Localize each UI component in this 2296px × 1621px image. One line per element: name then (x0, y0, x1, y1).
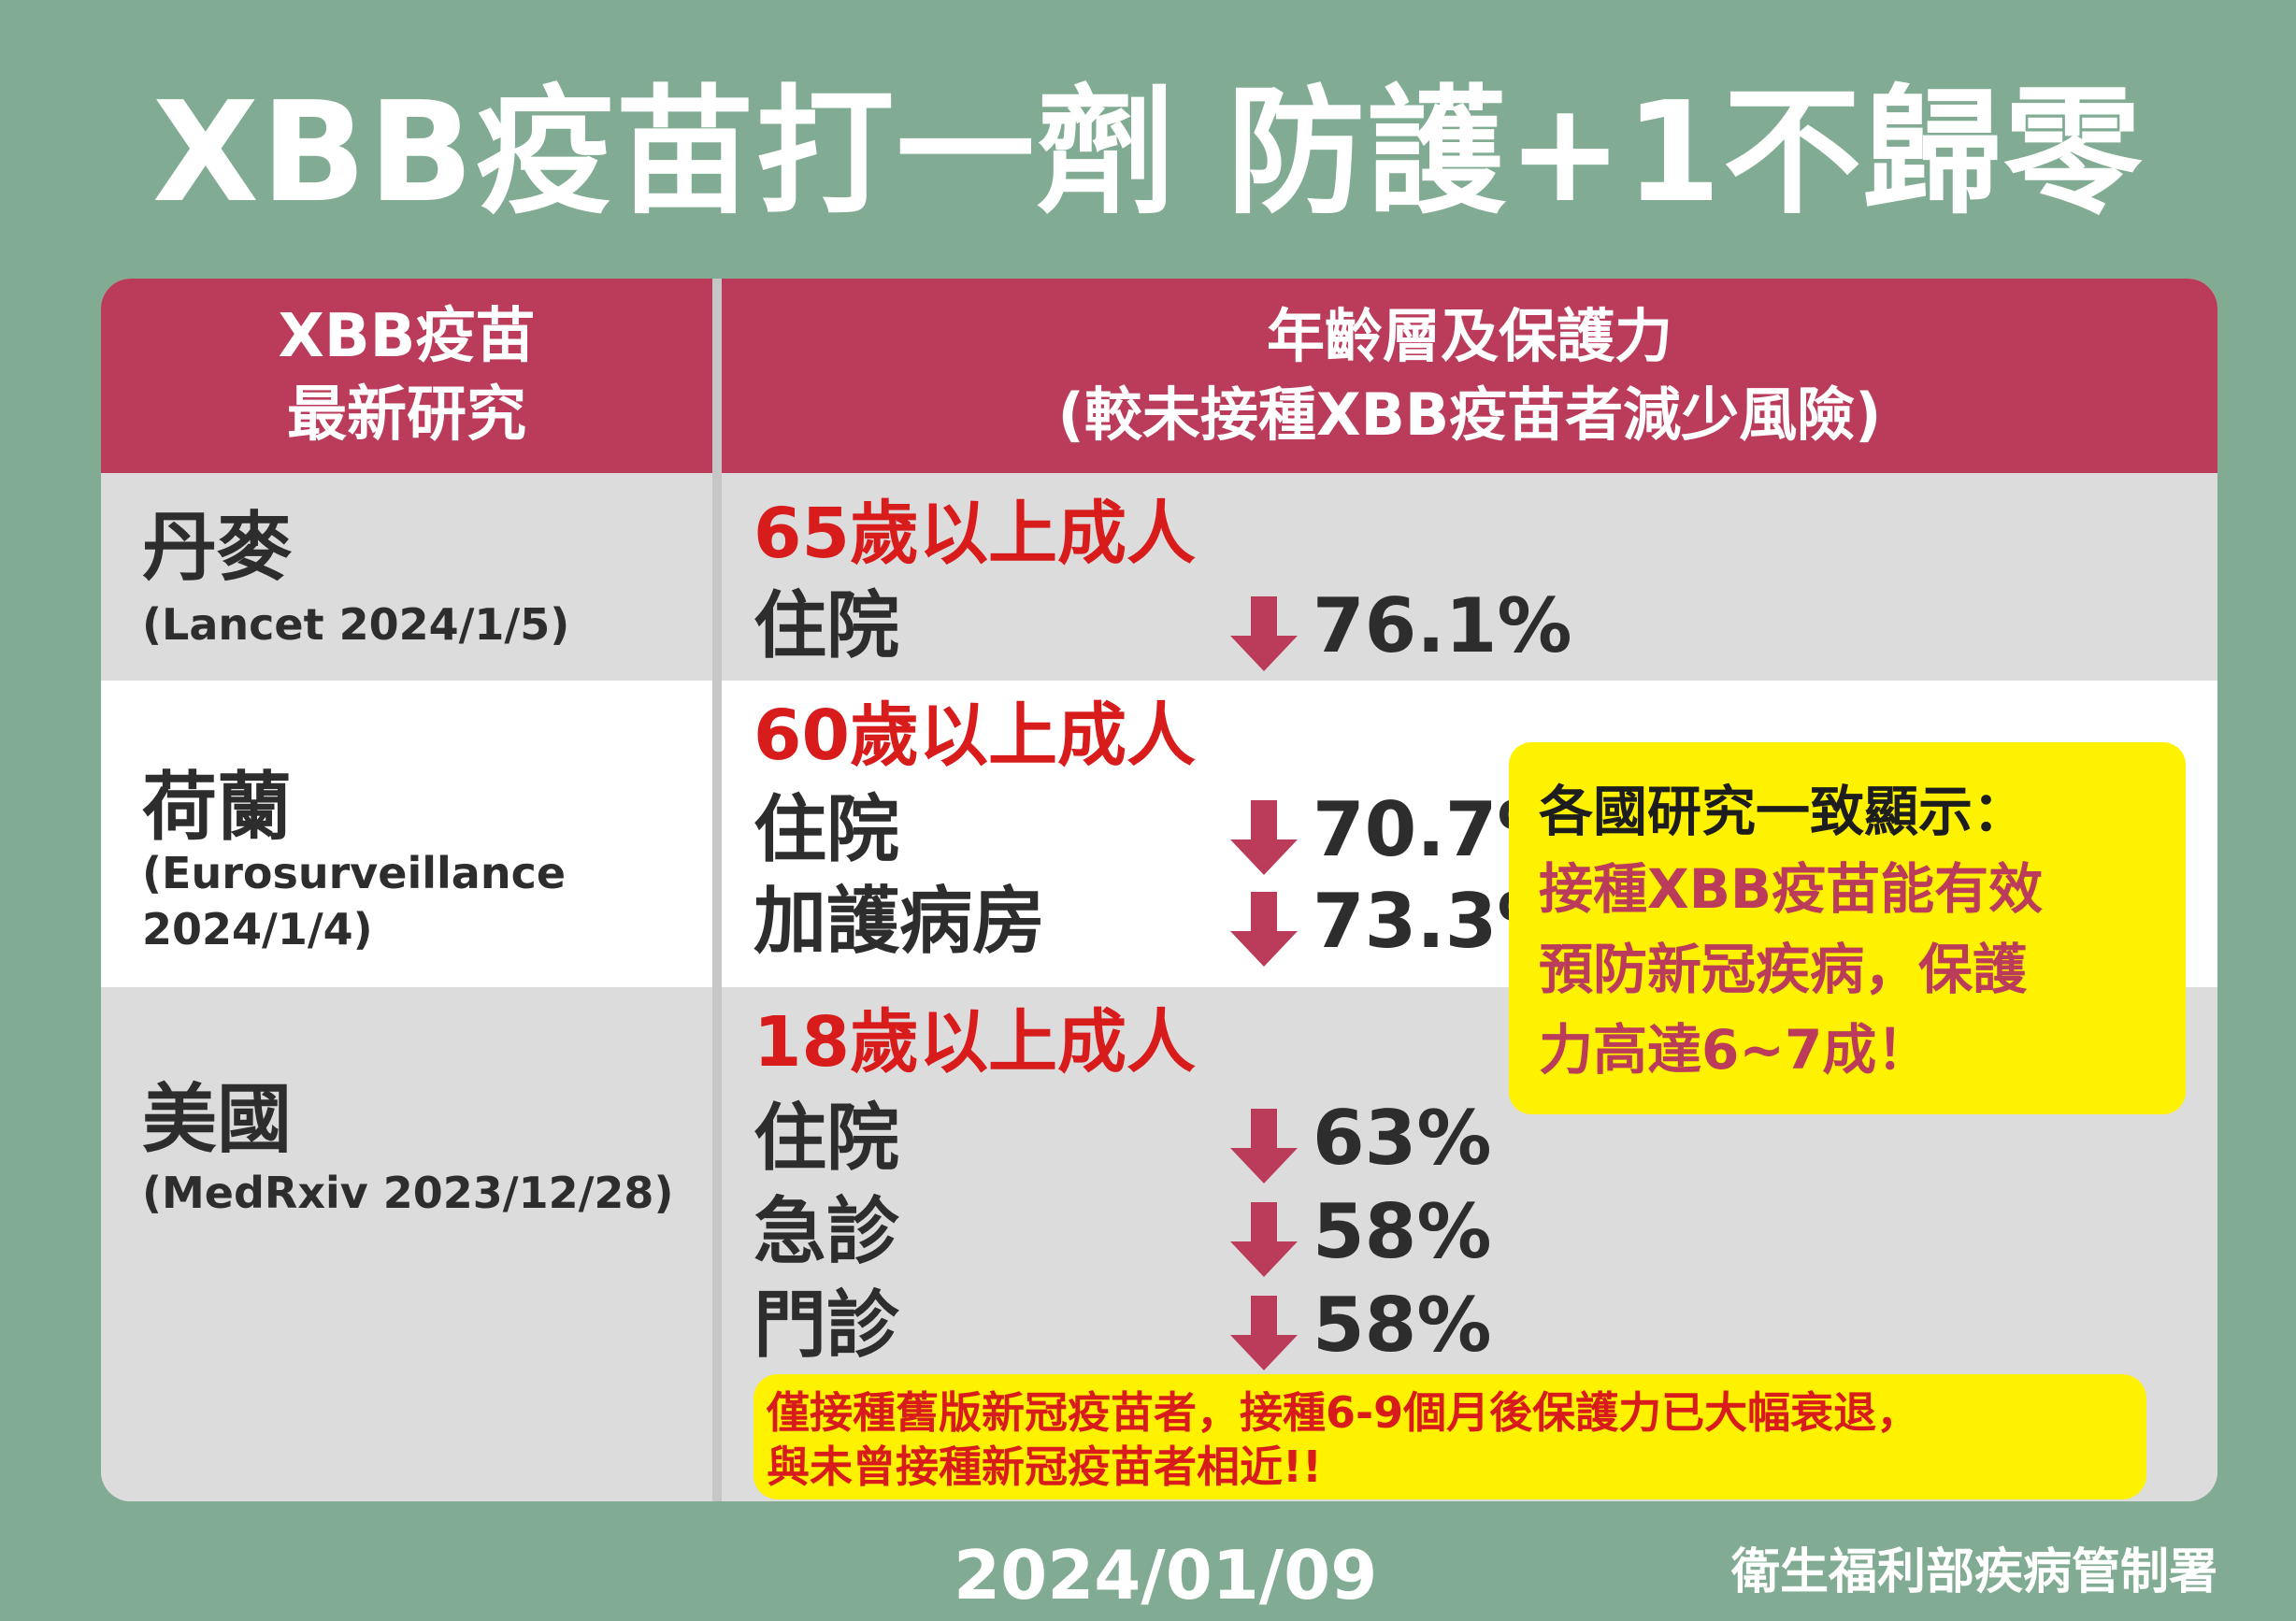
down-arrow-icon (1230, 892, 1298, 967)
study-source: (MedRxiv 2023/12/28) (142, 1168, 674, 1218)
metric-label: 住院 (753, 584, 900, 668)
metric-value: 76.1% (1313, 582, 1572, 669)
metric-row: 住院 70.7% (753, 785, 1595, 875)
metric-label: 加護病房 (753, 880, 1046, 964)
callout-heading: 各國研究一致顯示： (1539, 780, 2028, 843)
publish-date: 2024/01/09 (954, 1536, 1378, 1614)
column-divider (712, 279, 722, 1501)
age-group: 18歲以上成人 (753, 1002, 1196, 1083)
metric-value: 58% (1313, 1188, 1492, 1275)
metric-row: 急診 58% (753, 1187, 1595, 1277)
age-group: 60歲以上成人 (753, 696, 1196, 776)
study-source: (Eurosurveillance 2024/1/4) (142, 848, 567, 954)
page-title: XBB疫苗打一劑 防護+1不歸零 (151, 72, 2145, 233)
down-arrow-icon (1230, 596, 1298, 671)
metric-label: 門診 (753, 1284, 900, 1368)
age-group: 65歲以上成人 (753, 494, 1196, 574)
study-source: (Lancet 2024/1/5) (142, 599, 570, 650)
header-right-line-1: 年齡層及保護力 (1266, 302, 1672, 370)
metric-value: 58% (1313, 1282, 1492, 1369)
country-name: 美國 (142, 1076, 292, 1163)
down-arrow-icon (1230, 1296, 1298, 1370)
metric-value: 63% (1313, 1095, 1492, 1182)
metric-row: 門診 58% (753, 1281, 1595, 1370)
callout-body: 接種XBB疫苗能有效 預防新冠疾病，保護 力高達6~7成！ (1539, 857, 2044, 1082)
country-name: 丹麥 (142, 504, 292, 591)
metric-label: 住院 (753, 788, 900, 872)
metric-row: 住院 76.1% (753, 581, 1595, 671)
metric-row: 加護病房 73.3% (753, 877, 1595, 967)
header-age-protection: 年齡層及保護力 (較未接種XBB疫苗者減少風險) (722, 279, 2217, 473)
header-left-line-2: 最新研究 (287, 380, 526, 450)
header-left-line-1: XBB疫苗 (278, 302, 536, 371)
header-vaccine-research: XBB疫苗 最新研究 (101, 279, 712, 473)
organization-name: 衛生福利部疾病管制署 (1731, 1544, 2218, 1600)
summary-callout: 各國研究一致顯示： 接種XBB疫苗能有效 預防新冠疾病，保護 力高達6~7成！ (1509, 742, 2186, 1114)
metric-label: 住院 (753, 1097, 900, 1181)
header-right-line-2: (較未接種XBB疫苗者減少風險) (1057, 380, 1882, 449)
table-header: XBB疫苗 最新研究 年齡層及保護力 (較未接種XBB疫苗者減少風險) (101, 279, 2217, 473)
metric-label: 急診 (753, 1190, 900, 1274)
metric-row: 住院 63% (753, 1094, 1595, 1183)
down-arrow-icon (1230, 1202, 1298, 1277)
down-arrow-icon (1230, 1109, 1298, 1183)
table-row-denmark: 丹麥 (Lancet 2024/1/5) 65歲以上成人 住院 76.1% (101, 473, 2217, 681)
country-name: 荷蘭 (142, 764, 292, 851)
down-arrow-icon (1230, 800, 1298, 875)
warning-note: 僅接種舊版新冠疫苗者，接種6-9個月後保護力已大幅衰退， 與未曾接種新冠疫苗者相… (753, 1374, 2146, 1499)
